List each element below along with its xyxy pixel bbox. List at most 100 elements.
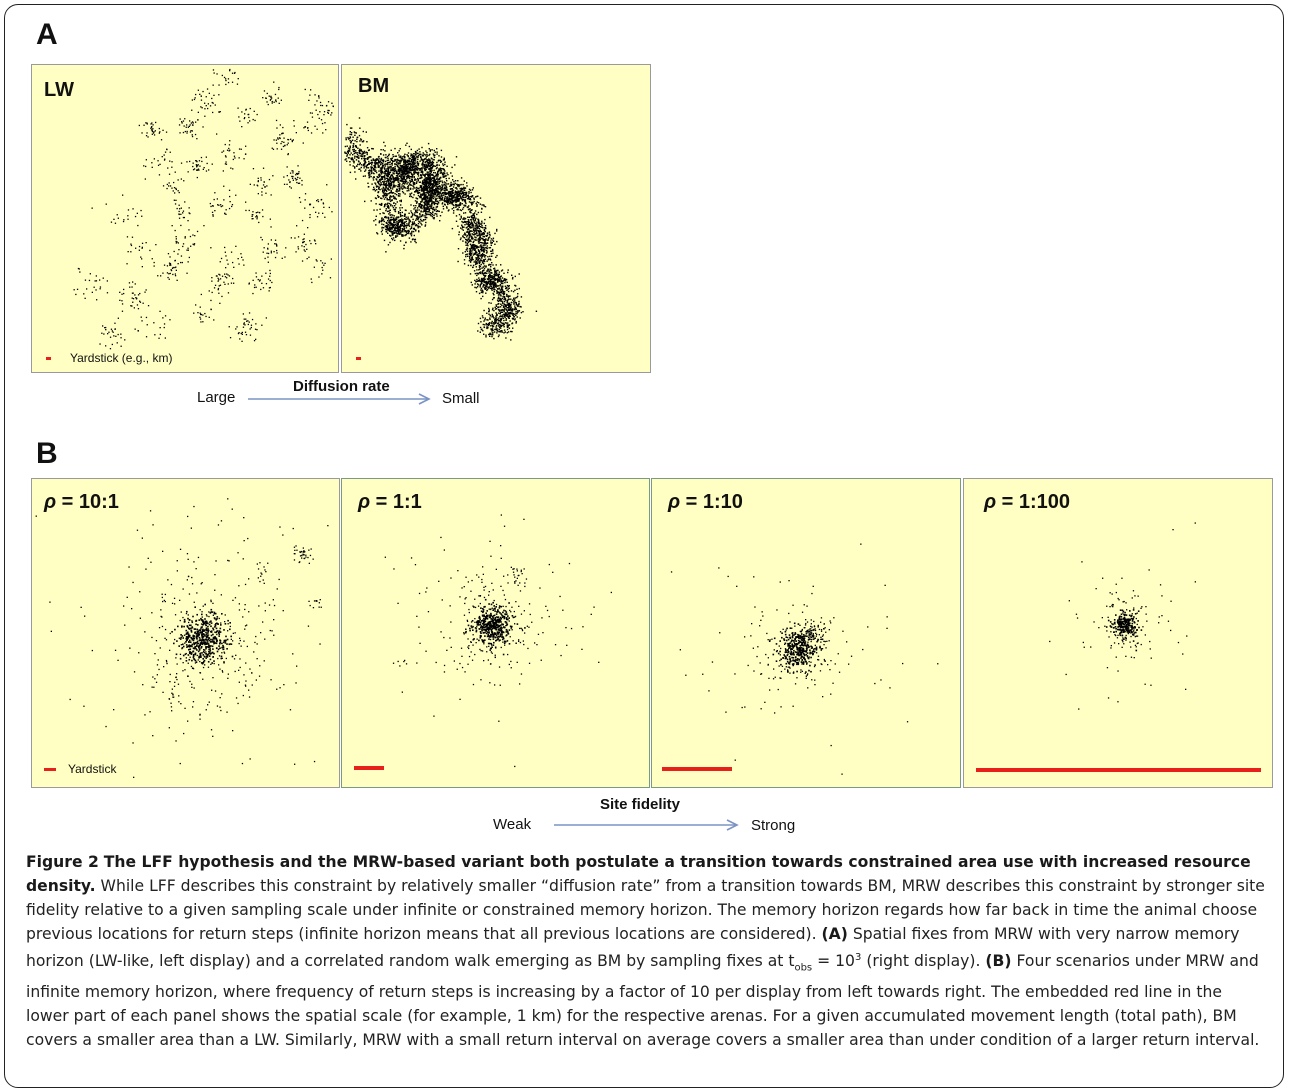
fix-point — [376, 162, 379, 164]
fix-point — [456, 197, 458, 199]
fix-point — [318, 117, 320, 119]
fix-point — [430, 157, 433, 159]
fix-point — [480, 245, 482, 247]
fix-point — [121, 310, 124, 312]
fix-point — [415, 165, 418, 167]
fix-point — [490, 278, 493, 280]
fix-point — [106, 280, 108, 282]
fix-point — [480, 291, 483, 294]
fix-point — [422, 166, 424, 168]
fix-point — [180, 261, 182, 264]
fix-point — [436, 178, 438, 180]
fix-point — [361, 140, 363, 143]
fix-point — [429, 160, 431, 162]
fix-point — [399, 193, 401, 195]
panel-lw: LW Yardstick (e.g., km) — [31, 64, 339, 373]
fix-point — [392, 167, 394, 169]
fix-point — [399, 219, 401, 221]
fix-point — [109, 348, 112, 350]
fix-point — [395, 185, 397, 187]
fix-point — [474, 223, 477, 225]
fix-point — [444, 163, 446, 166]
fix-point — [393, 168, 395, 171]
fix-point — [473, 248, 475, 250]
fix-point — [460, 217, 462, 219]
fix-point — [397, 211, 400, 213]
fix-point — [224, 163, 227, 165]
fix-point — [407, 216, 409, 218]
fix-point — [394, 155, 396, 157]
fix-point — [368, 176, 370, 179]
fix-point — [155, 244, 157, 246]
fix-point — [417, 192, 419, 194]
fix-point — [427, 168, 430, 170]
fix-point — [432, 184, 434, 186]
fix-point — [471, 201, 473, 203]
fix-point — [408, 184, 410, 187]
fix-point — [383, 182, 385, 184]
fix-point — [409, 168, 411, 170]
fix-point — [424, 198, 426, 201]
fix-point — [486, 247, 488, 249]
fix-point — [151, 166, 153, 168]
fix-point — [384, 173, 386, 175]
fix-point — [264, 257, 266, 260]
fix-point — [175, 187, 177, 190]
fix-point — [384, 188, 386, 190]
fix-point — [456, 191, 459, 194]
fix-point — [245, 145, 247, 147]
fix-point — [172, 273, 174, 276]
fix-point — [420, 170, 423, 172]
fix-point — [379, 213, 381, 215]
fix-point — [426, 151, 428, 154]
fix-point — [410, 165, 412, 168]
fix-point — [426, 174, 429, 176]
fix-point — [430, 193, 432, 195]
fix-point — [409, 195, 411, 198]
fix-point — [399, 161, 401, 163]
fix-point — [411, 214, 414, 216]
fix-point — [439, 215, 442, 217]
fix-point — [394, 210, 396, 212]
fix-point — [465, 194, 467, 196]
fix-point — [479, 229, 481, 232]
fix-point — [469, 250, 471, 252]
fix-point — [481, 204, 483, 206]
fix-point — [481, 253, 484, 255]
fix-point — [482, 250, 485, 252]
fix-point — [474, 245, 476, 248]
fix-point — [471, 236, 473, 238]
fix-point — [182, 216, 185, 219]
fix-point — [473, 261, 475, 263]
fix-point — [322, 132, 324, 134]
fix-point — [402, 185, 405, 187]
fix-point — [471, 252, 473, 254]
fix-point — [195, 304, 197, 306]
fix-point — [417, 191, 419, 193]
fix-point — [411, 161, 413, 163]
fix-point — [448, 177, 450, 180]
fix-point — [461, 225, 464, 228]
fix-point — [179, 118, 181, 120]
fix-point — [451, 201, 453, 203]
fix-point — [398, 225, 400, 228]
fix-point — [444, 187, 446, 190]
fix-point — [121, 300, 123, 302]
fix-point — [423, 219, 425, 221]
fix-point — [425, 165, 427, 167]
fix-point — [470, 227, 473, 229]
fix-point — [415, 219, 417, 221]
fix-point — [432, 186, 435, 188]
fix-point — [484, 287, 486, 289]
fix-point — [499, 283, 502, 286]
fix-point — [367, 157, 370, 159]
fix-point — [422, 180, 424, 182]
fix-point — [225, 79, 227, 82]
fix-point — [464, 218, 466, 220]
fix-point — [368, 149, 370, 151]
fix-point — [225, 156, 227, 158]
fix-point — [479, 245, 481, 247]
fix-point — [437, 178, 439, 180]
fix-point — [459, 209, 461, 211]
fix-point — [385, 225, 388, 227]
